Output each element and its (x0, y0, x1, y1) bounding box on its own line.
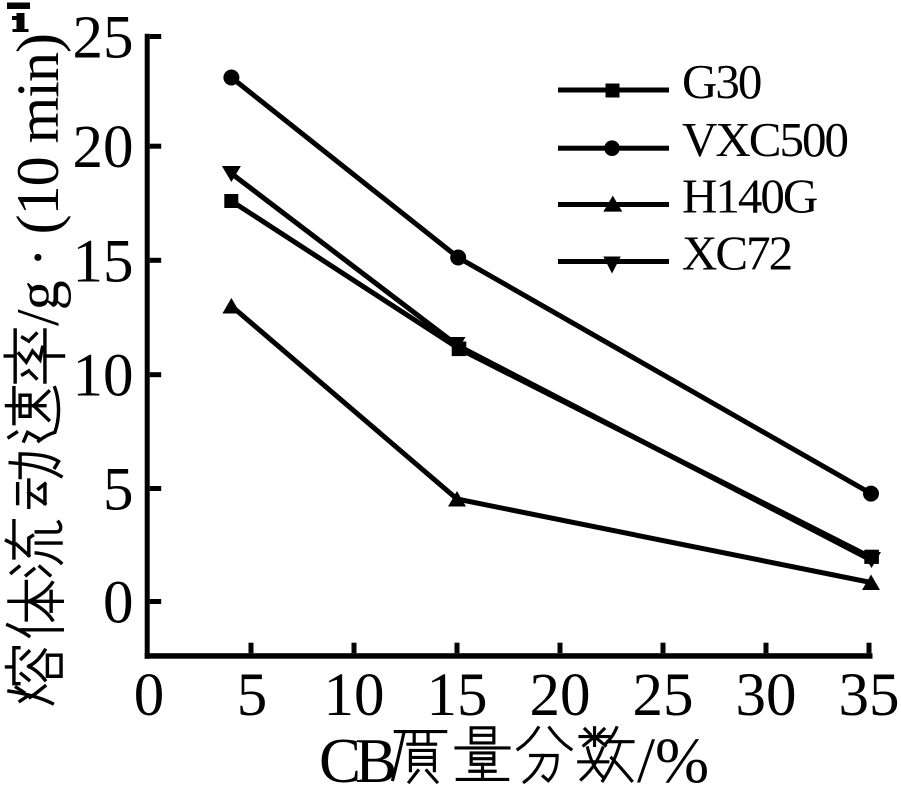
svg-text:35: 35 (839, 662, 900, 729)
svg-text:10: 10 (73, 343, 134, 410)
svg-text:G30: G30 (682, 54, 761, 109)
svg-text:XC72: XC72 (682, 226, 791, 281)
svg-text:VXC500: VXC500 (682, 112, 847, 167)
svg-text:15: 15 (73, 228, 134, 295)
svg-text:0: 0 (134, 662, 165, 729)
svg-text:20: 20 (530, 662, 591, 729)
svg-text:15: 15 (427, 662, 488, 729)
svg-text:10: 10 (324, 662, 385, 729)
svg-text:25: 25 (73, 5, 134, 72)
svg-text:CB: CB (319, 726, 394, 789)
svg-text:30: 30 (736, 662, 797, 729)
svg-text:25: 25 (633, 662, 694, 729)
svg-text:5: 5 (103, 457, 134, 524)
svg-text:/g · (10 min): /g · (10 min) (5, 34, 71, 326)
svg-text:H140G: H140G (682, 169, 817, 224)
svg-text:5: 5 (237, 662, 268, 729)
svg-text:0: 0 (103, 570, 134, 637)
svg-text:/%: /% (637, 725, 709, 789)
svg-text:20: 20 (73, 114, 134, 181)
